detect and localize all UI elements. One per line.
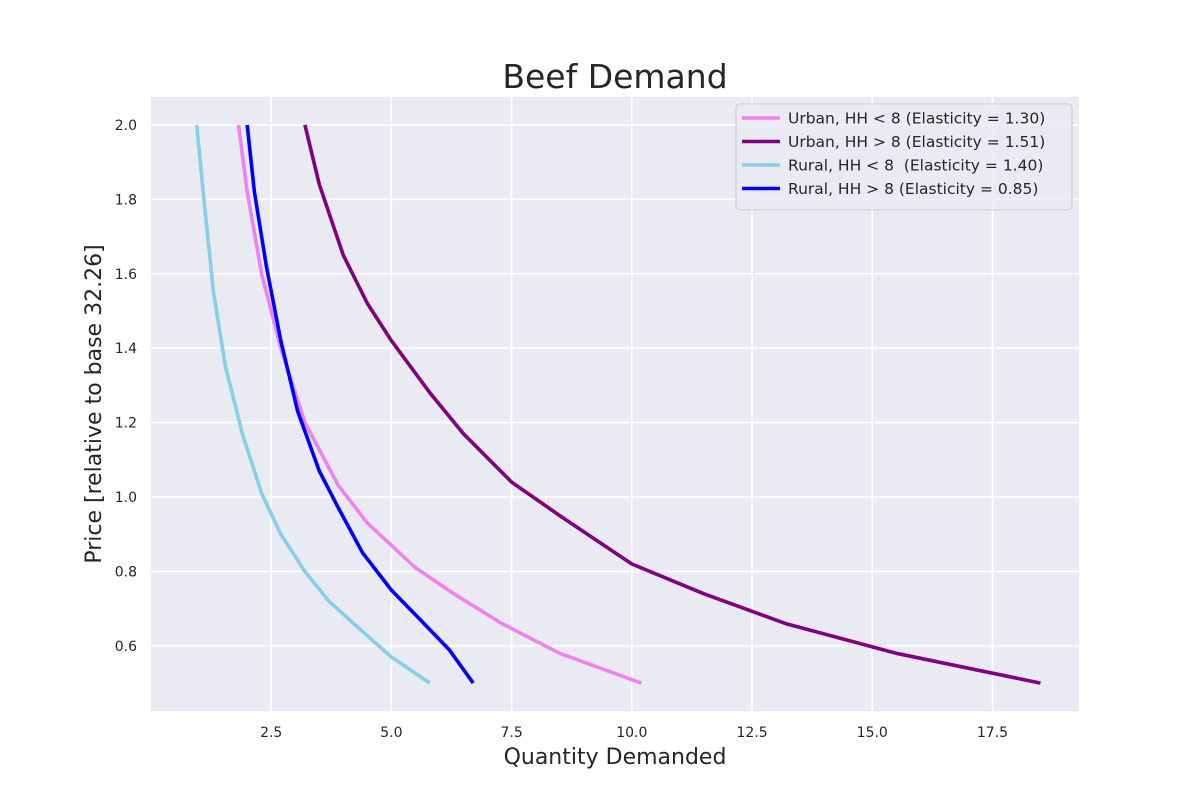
legend: Urban, HH < 8 (Elasticity = 1.30) Urban, … <box>735 103 1073 211</box>
y-tick-label: 1.0 <box>115 490 137 506</box>
y-tick-label: 0.8 <box>115 564 137 580</box>
y-tick-label: 0.6 <box>115 639 137 655</box>
series-line-3 <box>194 124 431 685</box>
y-tick-label: 1.2 <box>115 416 137 432</box>
x-tick-label: 5.0 <box>380 725 402 741</box>
chart-title: Beef Demand <box>502 57 727 96</box>
y-tick-label: 1.6 <box>115 267 137 283</box>
x-tick-label: 15.0 <box>857 725 888 741</box>
legend-entry-label: Rural, HH > 8 (Elasticity = 0.85) <box>788 180 1038 198</box>
series-lines <box>194 124 1041 685</box>
legend-entry-label: Rural, HH < 8 (Elasticity = 1.40) <box>788 157 1043 175</box>
y-tick-label: 1.8 <box>115 192 137 208</box>
series-line-2 <box>303 124 1041 685</box>
x-axis-label: Quantity Demanded <box>504 745 727 770</box>
legend-box <box>735 103 1073 211</box>
x-tick-label: 2.5 <box>260 725 282 741</box>
legend-entry-label: Urban, HH > 8 (Elasticity = 1.51) <box>788 133 1045 151</box>
series-line-1 <box>236 124 643 685</box>
x-tick-label: 17.5 <box>977 725 1008 741</box>
x-tick-label: 10.0 <box>616 725 647 741</box>
series-line-4 <box>245 124 475 685</box>
x-axis-ticks: 2.5 5.0 7.5 10.0 12.5 15.0 17.5 <box>260 725 1008 741</box>
x-tick-label: 7.5 <box>500 725 522 741</box>
x-tick-label: 12.5 <box>736 725 767 741</box>
y-tick-label: 2.0 <box>115 118 137 134</box>
legend-entry-label: Urban, HH < 8 (Elasticity = 1.30) <box>788 110 1045 128</box>
y-axis-label: Price [relative to base 32.26] <box>82 244 107 563</box>
y-tick-label: 1.4 <box>115 341 137 357</box>
y-axis-ticks: 0.6 0.8 1.0 1.2 1.4 1.6 1.8 2.0 <box>115 118 137 655</box>
